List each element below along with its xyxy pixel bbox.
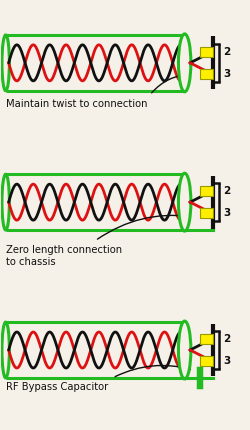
Bar — [200, 356, 213, 366]
Bar — [200, 46, 213, 57]
Ellipse shape — [178, 321, 191, 379]
Text: 2: 2 — [223, 186, 230, 196]
Text: 3: 3 — [223, 356, 230, 366]
Bar — [200, 334, 213, 344]
Text: RF Bypass Capacitor: RF Bypass Capacitor — [6, 382, 108, 392]
Ellipse shape — [2, 35, 10, 91]
Text: 2: 2 — [223, 47, 230, 57]
Text: 3: 3 — [223, 69, 230, 79]
Text: 2: 2 — [223, 334, 230, 344]
Bar — [200, 186, 213, 196]
Ellipse shape — [2, 174, 10, 230]
Text: Zero length connection
to chassis: Zero length connection to chassis — [6, 245, 122, 267]
Text: 3: 3 — [223, 208, 230, 218]
Ellipse shape — [2, 322, 10, 378]
Ellipse shape — [178, 34, 191, 92]
Text: Maintain twist to connection: Maintain twist to connection — [6, 99, 147, 109]
Bar — [200, 208, 213, 218]
Ellipse shape — [178, 173, 191, 231]
Bar — [200, 69, 213, 79]
